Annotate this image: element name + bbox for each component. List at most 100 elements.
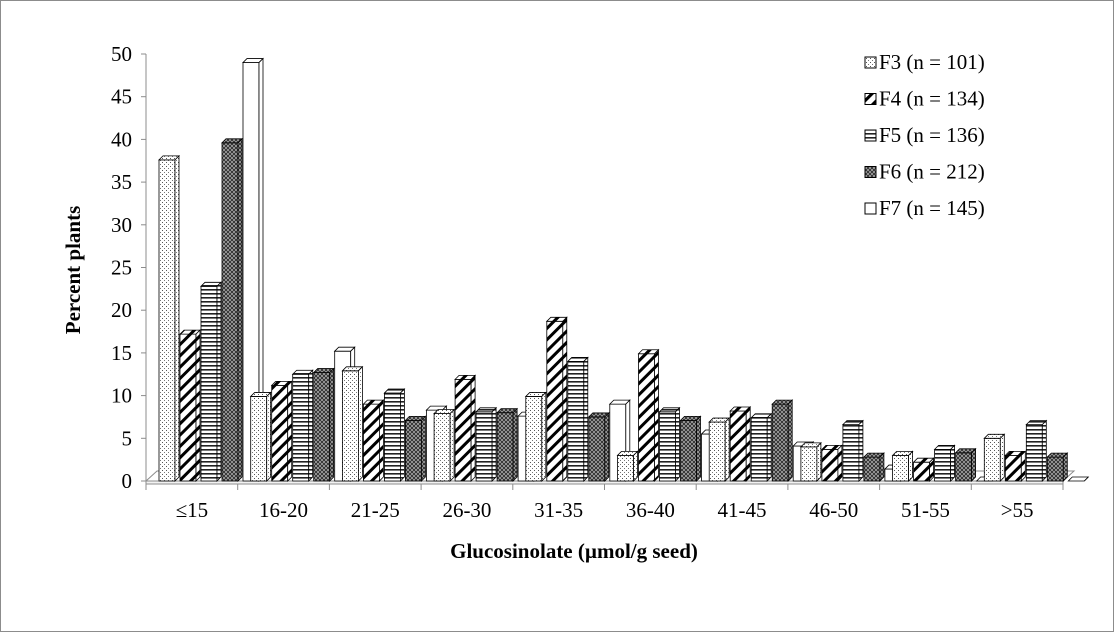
bar (616, 450, 639, 482)
bar-side (329, 367, 335, 482)
legend-label: F3 (n = 101) (879, 50, 985, 74)
x-tick-label: 21-25 (351, 498, 400, 522)
bar-front (955, 452, 972, 482)
bar (433, 408, 456, 482)
y-tick-label: 15 (111, 341, 132, 365)
bar-side (1084, 476, 1089, 482)
bar (933, 444, 956, 482)
bar-side (908, 450, 913, 482)
bar-side (420, 415, 426, 482)
bar (679, 415, 702, 482)
bar-side (237, 137, 243, 482)
bar-front (546, 320, 564, 482)
bar-side (378, 399, 384, 482)
bar-front (271, 384, 289, 482)
y-tick-label: 20 (111, 298, 132, 322)
bar-side (287, 380, 293, 482)
bar-front (863, 456, 881, 482)
bar (362, 399, 385, 482)
bar-front (750, 417, 768, 482)
y-tick-label: 5 (122, 426, 133, 450)
bar-side (399, 388, 405, 482)
bar (954, 447, 977, 482)
bar (200, 281, 222, 482)
bar-front (983, 437, 1001, 482)
bar-front (1004, 454, 1022, 482)
bar-front (313, 372, 331, 482)
legend-swatch (864, 166, 877, 178)
bar-front (1046, 456, 1064, 482)
bar-side (816, 441, 822, 482)
bar-side (512, 407, 518, 482)
bar (587, 411, 610, 482)
bar-side (745, 406, 751, 482)
bar-side (470, 374, 476, 482)
bar-front (179, 333, 197, 482)
bar (404, 415, 427, 482)
legend-label: F4 (n = 134) (879, 87, 985, 111)
x-axis-title: Glucosinolate (µmol/g seed) (450, 539, 698, 563)
bar-front (934, 449, 951, 482)
bar-front (588, 416, 606, 482)
bar (891, 450, 914, 482)
bar-front (404, 419, 422, 482)
bar (545, 316, 568, 482)
bar-front (771, 403, 789, 482)
bar-side (858, 419, 864, 482)
bar-side (216, 281, 222, 482)
bar (291, 369, 314, 482)
bar-side (879, 452, 885, 482)
legend-item: F4 (n = 134) (864, 87, 985, 111)
y-tick-label: 35 (111, 170, 132, 194)
bar-front (454, 378, 472, 482)
x-tick-label: >55 (1001, 498, 1034, 522)
bar-side (766, 412, 772, 482)
bar-front (200, 285, 218, 482)
legend-label: F7 (n = 145) (879, 196, 985, 220)
bar-side (696, 415, 701, 482)
legend-swatch (864, 129, 877, 142)
y-tick-label: 30 (111, 213, 132, 237)
bar (1004, 450, 1027, 482)
bar-front (821, 449, 839, 482)
bar-front (158, 159, 176, 482)
bars (158, 57, 1090, 482)
axes (141, 53, 1064, 490)
x-tick-label: ≤15 (176, 498, 209, 522)
x-tick-label: 41-45 (718, 498, 767, 522)
x-tick-label: 51-55 (901, 498, 950, 522)
legend-swatch (864, 202, 877, 215)
bar (637, 348, 660, 482)
legend-item: F3 (n = 101) (864, 50, 985, 74)
bar-front (842, 424, 860, 482)
bar (658, 406, 681, 482)
bar-side (1062, 452, 1068, 482)
bar (1046, 452, 1069, 482)
bar (270, 380, 293, 482)
bar (862, 452, 885, 482)
bar-front (892, 454, 909, 482)
bar (249, 391, 272, 482)
bar (341, 365, 364, 482)
bar-front (913, 461, 930, 482)
bar-side (357, 365, 363, 482)
bar-front (567, 361, 585, 482)
legend: F3 (n = 101) F4 (n = 134) F5 (n = 136) F6 (… (864, 50, 985, 220)
bar-front (221, 142, 239, 482)
x-tick-label: 36-40 (626, 498, 675, 522)
bar (454, 374, 477, 482)
bar (179, 329, 201, 482)
bar (708, 417, 731, 482)
legend-item: F7 (n = 145) (864, 196, 985, 220)
bar (524, 391, 547, 482)
bar-front (800, 446, 818, 482)
bar-side (837, 444, 843, 482)
bar-side (604, 411, 610, 482)
bar-side (562, 316, 568, 482)
legend-label: F5 (n = 136) (879, 123, 985, 147)
bar-side (491, 406, 497, 482)
bar-front (250, 396, 268, 482)
bar-side (1041, 419, 1047, 482)
bar-front (433, 413, 451, 482)
bar-side (583, 356, 589, 482)
